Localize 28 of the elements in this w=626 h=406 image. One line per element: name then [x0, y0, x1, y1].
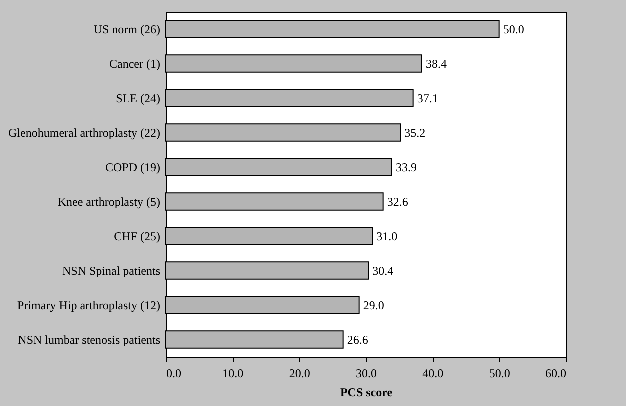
data-label: 29.0	[363, 298, 384, 312]
data-label: 33.9	[396, 160, 417, 174]
x-tick-label: 10.0	[222, 366, 244, 380]
y-tick-label: Primary Hip arthroplasty (12)	[18, 298, 161, 312]
data-label: 30.4	[372, 264, 394, 278]
x-tick-label: 30.0	[356, 366, 377, 380]
y-tick-label: SLE (24)	[116, 91, 160, 106]
y-tick-label: CHF (25)	[114, 229, 160, 244]
data-label: 35.2	[404, 126, 426, 140]
data-label: 26.6	[347, 332, 368, 347]
y-tick-label: Glenohumeral arthroplasty (22)	[8, 126, 160, 140]
y-tick-label: US norm (26)	[94, 22, 160, 36]
x-axis-title: PCS score	[340, 386, 394, 400]
y-tick-label: Knee arthroplasty (5)	[58, 194, 160, 209]
y-tick-label: NSN lumbar stenosis patients	[18, 332, 161, 347]
y-tick-label: COPD (19)	[105, 160, 160, 174]
y-tick-label: Cancer (1)	[110, 56, 160, 71]
data-label: 37.1	[417, 91, 438, 106]
x-tick-label: 60.0	[546, 366, 566, 380]
x-tick-label: 50.0	[489, 366, 510, 380]
x-tick-label: 20.0	[289, 366, 310, 380]
data-label: 32.6	[387, 194, 408, 209]
y-tick-label: NSN Spinal patients	[62, 264, 161, 278]
x-tick-label: 40.0	[422, 366, 444, 380]
data-label: 50.0	[503, 22, 524, 36]
x-tick-label: 0.0	[166, 366, 182, 380]
data-label: 38.4	[426, 56, 447, 71]
data-label: 31.0	[376, 229, 398, 244]
